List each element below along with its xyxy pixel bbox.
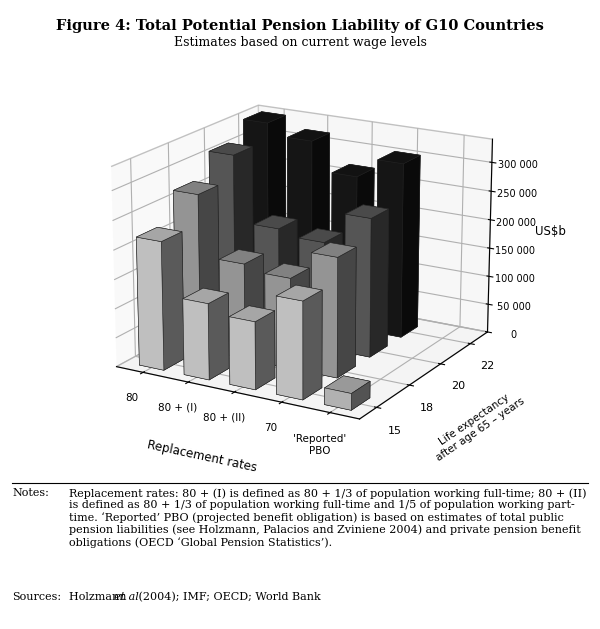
Y-axis label: Life expectancy
after age 65 – years: Life expectancy after age 65 – years <box>428 386 527 462</box>
Text: Sources:: Sources: <box>12 592 61 602</box>
Text: Figure 4: Total Potential Pension Liability of G10 Countries: Figure 4: Total Potential Pension Liabil… <box>56 19 544 33</box>
Text: Estimates based on current wage levels: Estimates based on current wage levels <box>173 36 427 49</box>
Text: Notes:: Notes: <box>12 488 49 498</box>
Text: et al: et al <box>114 592 139 602</box>
Text: Replacement rates: 80 + (I) is defined as 80 + 1/3 of population working full-ti: Replacement rates: 80 + (I) is defined a… <box>69 488 587 548</box>
X-axis label: Replacement rates: Replacement rates <box>146 438 257 474</box>
Text: (2004); IMF; OECD; World Bank: (2004); IMF; OECD; World Bank <box>135 592 321 602</box>
Text: Holzmann: Holzmann <box>69 592 130 602</box>
